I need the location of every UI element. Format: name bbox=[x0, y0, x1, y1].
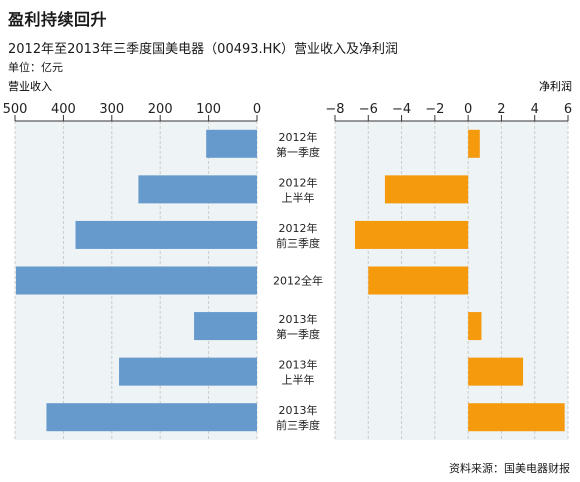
profit-bar bbox=[368, 266, 469, 295]
profit-bars bbox=[354, 129, 565, 432]
revenue-bar bbox=[75, 220, 257, 249]
revenue-tick-label: 300 bbox=[99, 102, 124, 117]
category-label: 前三季度 bbox=[276, 236, 320, 250]
category-label: 2013年 bbox=[279, 403, 318, 417]
revenue-tick-label: 500 bbox=[3, 102, 28, 117]
profit-bar bbox=[468, 403, 565, 432]
category-label: 2012年 bbox=[279, 130, 318, 144]
revenue-bar bbox=[194, 312, 257, 341]
category-label: 前三季度 bbox=[276, 418, 320, 432]
profit-tick-labels: −8 −6 −4 −2 0 2 4 6 bbox=[325, 102, 572, 117]
chart-subtitle: 2012年至2013年三季度国美电器（00493.HK）营业收入及净利润 bbox=[8, 42, 398, 57]
category-label: 上半年 bbox=[282, 373, 315, 387]
revenue-tick-label: 200 bbox=[148, 102, 173, 117]
profit-tick-label: −6 bbox=[359, 102, 378, 117]
revenue-gridlines bbox=[14, 115, 258, 440]
unit-label: 单位：亿元 bbox=[8, 61, 63, 74]
profit-gridlines bbox=[334, 115, 569, 440]
profit-tick-label: −8 bbox=[325, 102, 344, 117]
profit-tick-label: −4 bbox=[392, 102, 411, 117]
revenue-bar bbox=[206, 129, 257, 158]
category-label: 2013年 bbox=[279, 358, 318, 372]
category-label: 2012年 bbox=[279, 175, 318, 189]
category-label: 第一季度 bbox=[276, 327, 320, 341]
source-note: 资料来源：国美电器财报 bbox=[449, 462, 570, 475]
revenue-tick-label: 400 bbox=[51, 102, 76, 117]
category-label: 上半年 bbox=[282, 190, 315, 204]
category-labels: 2012年第一季度2012年上半年2012年前三季度2012全年2013年第一季… bbox=[273, 130, 323, 432]
category-label: 2012全年 bbox=[273, 274, 323, 288]
profit-tick-label: 2 bbox=[497, 102, 505, 117]
profit-bar bbox=[468, 312, 482, 341]
revenue-bar bbox=[119, 357, 257, 386]
category-label: 2013年 bbox=[279, 312, 318, 326]
revenue-tick-labels: 500 400 300 200 100 0 bbox=[3, 102, 262, 117]
chart-title: 盈利持续回升 bbox=[8, 10, 108, 29]
profit-bar bbox=[468, 129, 480, 158]
category-label: 第一季度 bbox=[276, 145, 320, 159]
revenue-bars bbox=[15, 129, 258, 432]
profit-bar bbox=[468, 357, 524, 386]
revenue-tick-label: 0 bbox=[253, 102, 261, 117]
profit-axis-label: 净利润 bbox=[539, 79, 572, 93]
profit-bar bbox=[384, 175, 469, 204]
revenue-bar bbox=[15, 266, 257, 295]
profit-tick-label: −2 bbox=[425, 102, 444, 117]
profit-tick-label: 6 bbox=[564, 102, 572, 117]
profit-bar bbox=[354, 220, 469, 249]
profit-tick-label: 4 bbox=[531, 102, 539, 117]
revenue-axis-label: 营业收入 bbox=[8, 79, 52, 93]
revenue-bar bbox=[46, 403, 258, 432]
category-label: 2012年 bbox=[279, 221, 318, 235]
profit-tick-label: 0 bbox=[464, 102, 472, 117]
revenue-tick-label: 100 bbox=[196, 102, 221, 117]
revenue-bar bbox=[138, 175, 257, 204]
